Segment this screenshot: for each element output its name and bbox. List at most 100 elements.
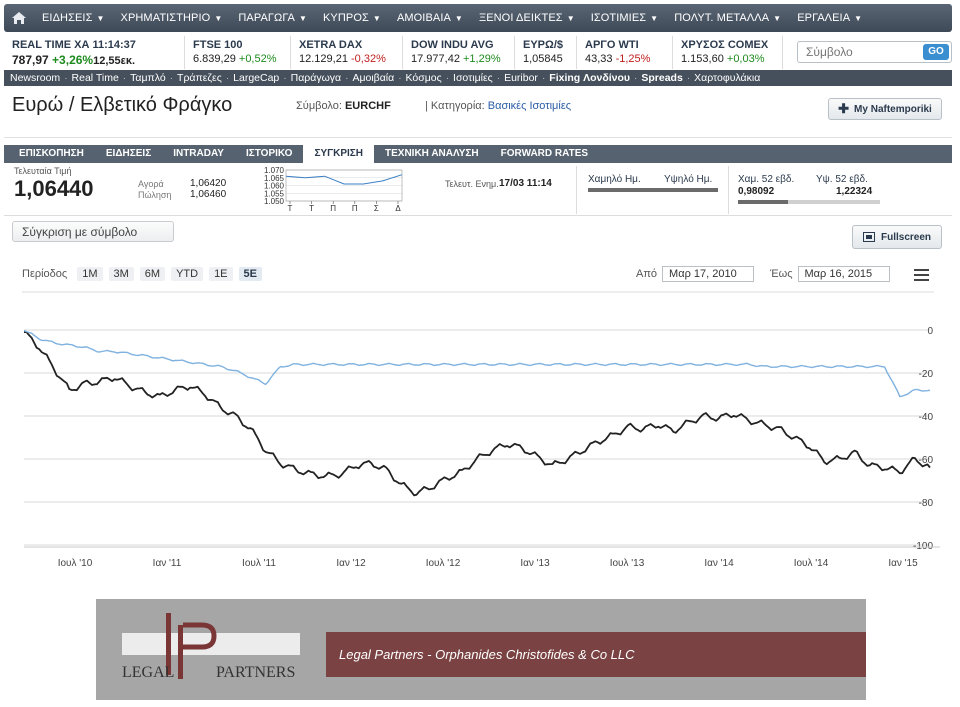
week52-range-bar — [738, 200, 880, 204]
nav-item[interactable]: ΕΡΓΑΛΕΙΑ ▼ — [789, 12, 870, 24]
ticker-item[interactable]: REAL TIME ΧΑ 11:14:37 787,97 +3,26%12,55ε… — [4, 36, 185, 69]
ticker-item[interactable]: ΧΡΥΣΟΣ COMEX 1.153,60 +0,03% — [673, 36, 783, 69]
period-option[interactable]: 3M — [108, 267, 134, 281]
compare-symbol-input[interactable]: Σύγκριση με σύμβολο — [12, 221, 174, 242]
date-to-input[interactable]: Μαρ 16, 2015 — [797, 266, 890, 282]
ticker-item[interactable]: FTSE 100 6.839,29 +0,52% — [185, 36, 291, 69]
tab[interactable]: ΙΣΤΟΡΙΚΟ — [245, 148, 293, 159]
divider — [576, 166, 577, 214]
subnav-item[interactable]: Ισοτιμίες — [453, 72, 493, 84]
ticker-item[interactable]: DOW INDU AVG 17.977,42 +1,29% — [403, 36, 515, 69]
symbol-value: EURCHF — [344, 100, 391, 112]
separator: · — [345, 72, 349, 84]
day-range-bar — [588, 188, 718, 192]
ticker-item[interactable]: XETRA DAX 12.129,21 -0,32% — [291, 36, 403, 69]
date-from-label: Από — [636, 268, 658, 280]
subnav-item[interactable]: Χαρτοφυλάκια — [694, 72, 761, 84]
svg-text:PARTNERS: PARTNERS — [216, 664, 295, 681]
date-from-input[interactable]: Μαρ 17, 2010 — [662, 266, 755, 282]
last-price-label: Τελευταία Τιμή — [14, 166, 72, 176]
separator: · — [225, 72, 230, 84]
symbol-search: GO — [797, 41, 952, 63]
period-option[interactable]: 1E — [209, 267, 233, 281]
nav-item[interactable]: ΧΡΗΜΑΤΙΣΤΗΡΙΟ ▼ — [113, 12, 231, 24]
symbol-search-input[interactable] — [798, 42, 918, 62]
subnav-item[interactable]: Ταμπλό — [130, 72, 166, 84]
caret-down-icon: ▼ — [96, 14, 105, 23]
mini-y-tick: 1.055 — [264, 189, 285, 198]
secondary-navigation: Newsroom · Real Time · Ταμπλό · Τράπεζες · Large… — [4, 70, 952, 86]
period-option[interactable]: YTD — [171, 267, 204, 281]
period-option[interactable]: 1M — [77, 267, 103, 281]
ask-label: Πώληση — [138, 190, 172, 200]
firm-name: Legal Partners - Orphanides Christofides… — [339, 647, 635, 662]
tab[interactable]: FORWARD RATES — [500, 148, 589, 159]
plus-icon: ✚ — [838, 101, 850, 116]
market-ticker: REAL TIME ΧΑ 11:14:37 787,97 +3,26%12,55ε… — [4, 36, 952, 69]
week52-high-label: Υψ. 52 εβδ. — [816, 174, 868, 185]
tab[interactable]: ΕΙΔΗΣΕΙΣ — [105, 148, 152, 159]
ticker-item[interactable]: ΑΡΓΟ WTI 43,33 -1,25% — [577, 36, 673, 69]
fullscreen-button[interactable]: Fullscreen — [852, 225, 942, 249]
mini-y-tick: 1.060 — [264, 182, 285, 191]
subnav-item[interactable]: Κόσμος — [405, 72, 442, 84]
separator: · — [122, 72, 127, 84]
nav-item[interactable]: ΚΥΠΡΟΣ ▼ — [315, 12, 389, 24]
subnav-item[interactable]: Παράγωγα — [290, 72, 342, 84]
ticker-item[interactable]: ΕΥΡΩ/$ 1,05845 — [515, 36, 577, 69]
ticker-value-row: 17.977,42 +1,29% — [411, 53, 508, 65]
symbol-info: Σύμβολο: EURCHF — [296, 100, 391, 112]
last-update-value: 17/03 11:14 — [499, 178, 552, 189]
x-tick-label: Ιουλ '12 — [426, 558, 461, 569]
subnav-item[interactable]: Euribor — [504, 72, 538, 84]
ticker-change: -0,32% — [351, 53, 386, 65]
subnav-item[interactable]: Real Time — [71, 72, 119, 84]
tab[interactable]: ΤΕΧΝΙΚΗ ΑΝΑΛΥΣΗ — [385, 148, 479, 159]
caret-down-icon: ▼ — [214, 14, 223, 23]
x-tick-label: Ιουλ '11 — [242, 558, 276, 569]
nav-item-label: ΠΑΡΑΓΩΓΑ — [238, 12, 295, 24]
day-high-label: Υψηλό Ημ. — [664, 174, 713, 185]
ticker-name: ΑΡΓΟ WTI — [585, 39, 639, 51]
nav-item[interactable]: ΑΜΟΙΒΑΙΑ ▼ — [389, 12, 471, 24]
subnav-item[interactable]: LargeCap — [233, 72, 280, 84]
ticker-value: 1,05845 — [523, 53, 563, 65]
ticker-name: XETRA DAX — [299, 39, 363, 51]
period-option[interactable]: 5E — [238, 267, 262, 281]
tab[interactable]: ΣΥΓΚΡΙΣΗ — [303, 145, 375, 163]
x-tick-label: Ιουλ '13 — [610, 558, 645, 569]
my-naftemporiki-button[interactable]: ✚ My Naftemporiki — [828, 98, 942, 120]
x-tick-label: Ιαν '13 — [520, 558, 550, 569]
ticker-name: ΕΥΡΩ/$ — [523, 39, 564, 51]
ticker-name: DOW INDU AVG — [411, 39, 494, 51]
ticker-change: -1,25% — [615, 53, 651, 65]
tab[interactable]: ΕΠΙΣΚΟΠΗΣΗ — [19, 148, 84, 159]
nav-item-label: ΚΥΠΡΟΣ — [322, 12, 369, 24]
subnav-item[interactable]: Fixing Λονδίνου — [549, 72, 631, 84]
tab[interactable]: INTRADAY — [173, 148, 224, 159]
home-icon[interactable] — [4, 4, 34, 32]
period-label: Περίοδος — [22, 268, 68, 280]
subnav-item[interactable]: Spreads — [641, 72, 683, 84]
mini-x-label: Δ — [395, 204, 401, 213]
firm-name-banner: Legal Partners - Orphanides Christofides… — [326, 632, 866, 677]
ticker-value: 1.153,60 — [681, 53, 724, 65]
nav-item[interactable]: ΠΟΛΥΤ. ΜΕΤΑΛΛΑ ▼ — [666, 12, 789, 24]
caret-down-icon: ▼ — [650, 14, 659, 23]
nav-item-label: ΕΙΔΗΣΕΙΣ — [42, 12, 93, 24]
nav-item[interactable]: ΙΣΟΤΙΜΙΕΣ ▼ — [583, 12, 666, 24]
nav-item-label: ΕΡΓΑΛΕΙΑ — [797, 12, 851, 24]
subnav-item[interactable]: Αμοιβαία — [352, 72, 395, 84]
subnav-item[interactable]: Τράπεζες — [177, 72, 222, 84]
subnav-item[interactable]: Newsroom — [10, 72, 61, 84]
nav-item[interactable]: ΠΑΡΑΓΩΓΑ ▼ — [230, 12, 315, 24]
period-option[interactable]: 6M — [139, 267, 166, 281]
divider — [728, 166, 729, 214]
nav-item[interactable]: ΞΕΝΟΙ ΔΕΙΚΤΕΣ ▼ — [471, 12, 583, 24]
x-tick-label: Ιουλ '14 — [794, 558, 829, 569]
mini-x-label: Π — [352, 204, 358, 213]
category-value[interactable]: Βασικές Ισοτιμίες — [487, 100, 572, 112]
search-go-button[interactable]: GO — [923, 44, 949, 60]
nav-item[interactable]: ΕΙΔΗΣΕΙΣ ▼ — [34, 12, 113, 24]
chart-menu-icon[interactable] — [914, 269, 929, 281]
